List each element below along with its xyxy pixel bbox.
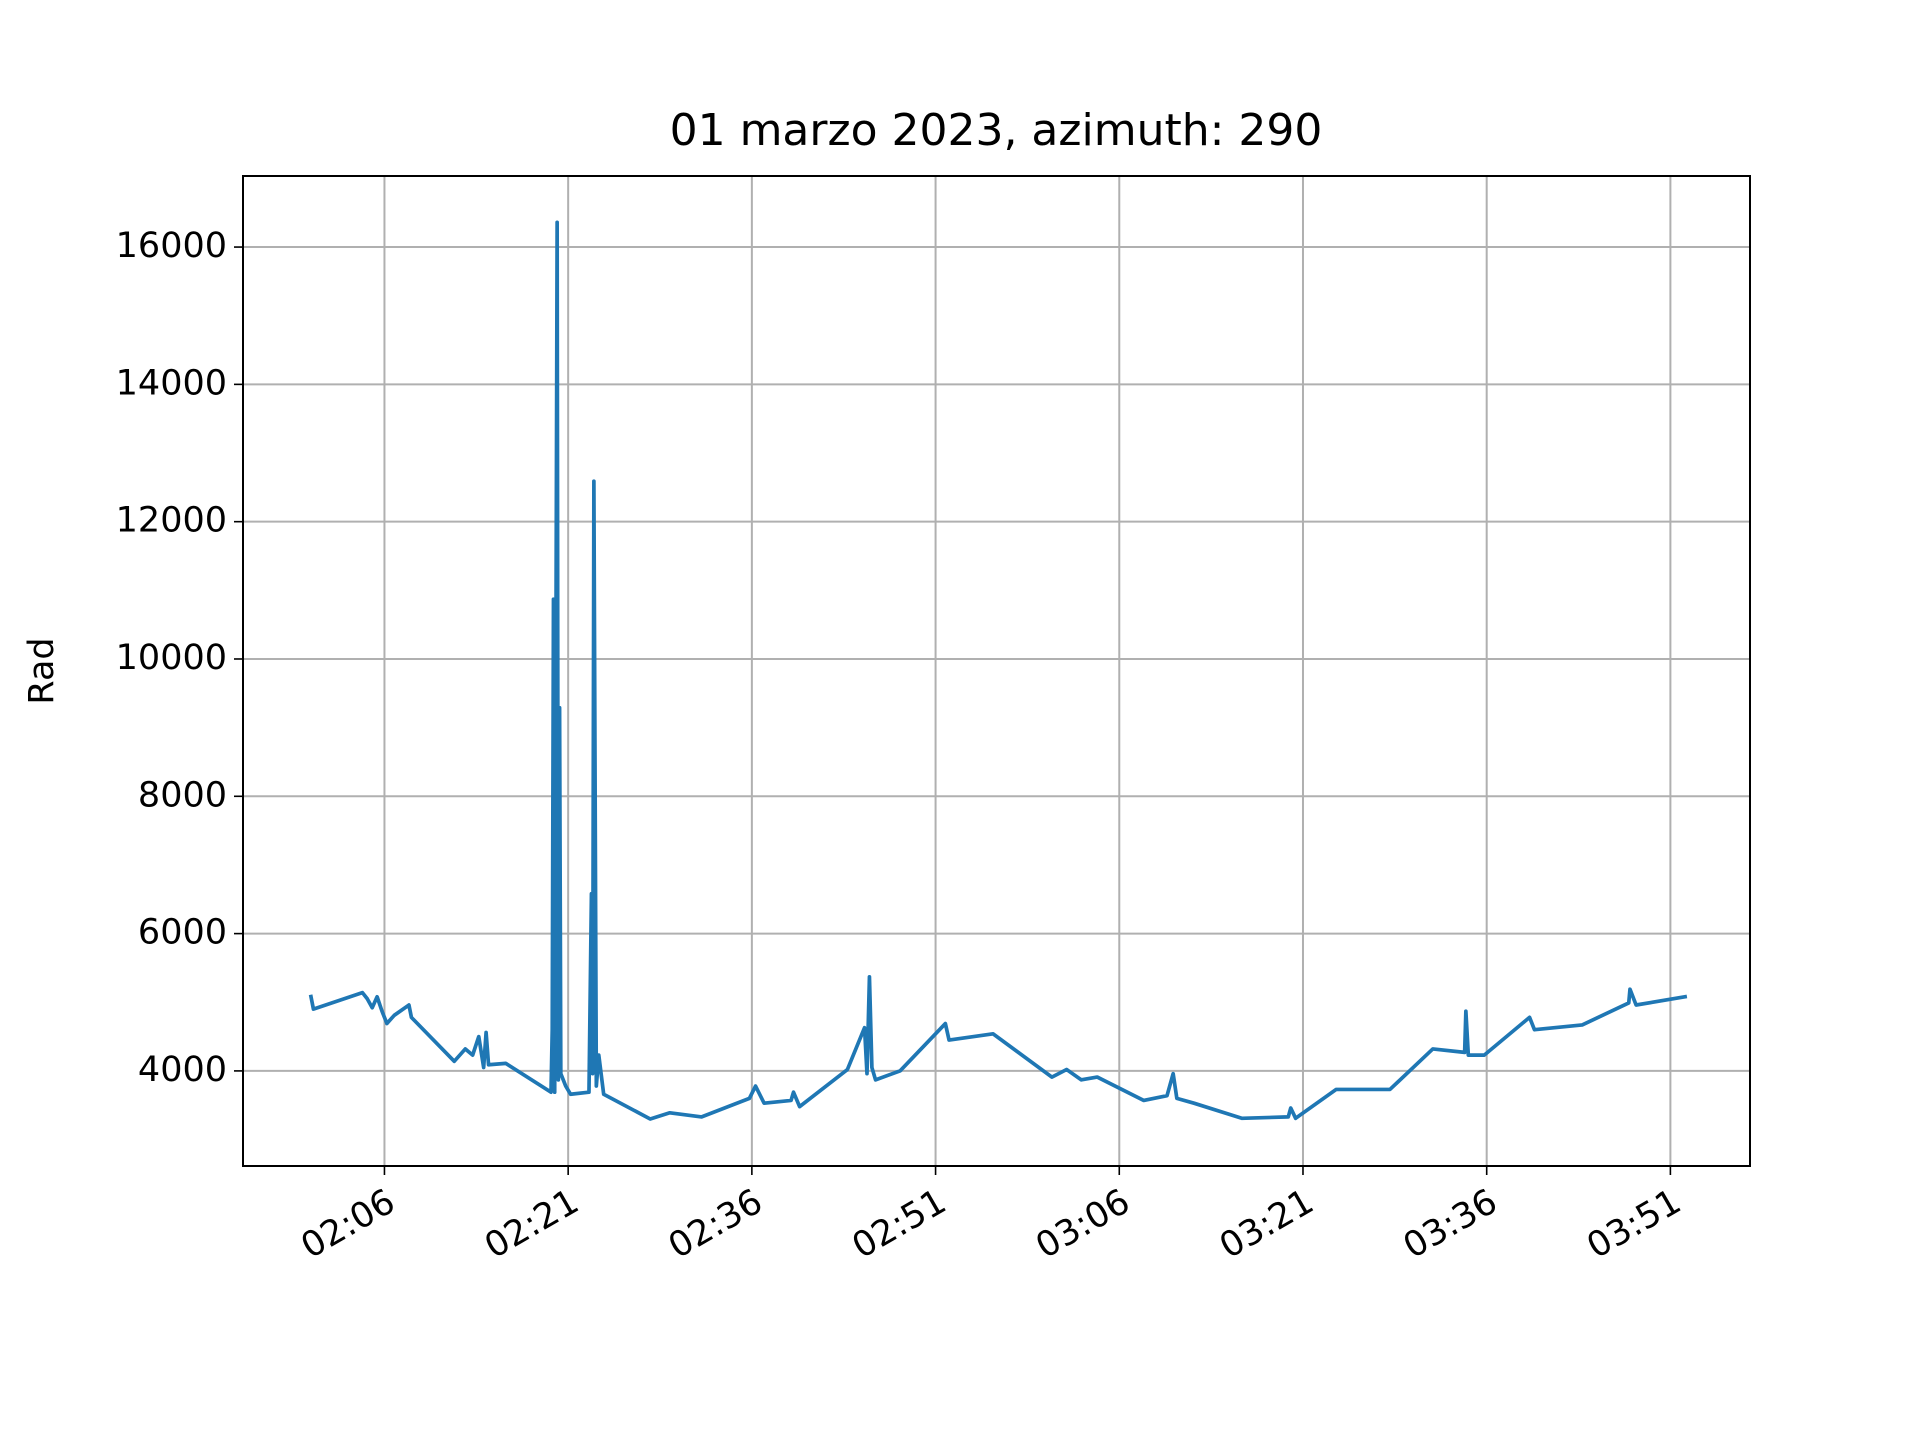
x-tick-label: 02:51	[846, 1182, 953, 1267]
y-tick-label: 10000	[116, 638, 227, 678]
chart-title: 01 marzo 2023, azimuth: 290	[670, 105, 1323, 156]
y-tick-label: 6000	[138, 913, 227, 953]
y-tick-label: 16000	[116, 226, 227, 266]
y-tick-label: 12000	[116, 501, 227, 541]
y-axis-label: Rad	[22, 637, 62, 704]
x-tick-label: 03:36	[1397, 1182, 1504, 1267]
y-tick-label: 14000	[116, 363, 227, 403]
plot-frame	[242, 175, 1751, 1167]
x-tick-label: 02:21	[478, 1182, 585, 1267]
x-tick-label: 02:06	[295, 1182, 402, 1267]
x-tick-label: 03:21	[1213, 1182, 1320, 1267]
x-tick-label: 02:36	[662, 1182, 769, 1267]
data-line	[308, 220, 1688, 1121]
x-tick-label: 03:51	[1581, 1182, 1688, 1267]
y-tick-label: 8000	[138, 775, 227, 815]
y-tick-label: 4000	[138, 1050, 227, 1090]
x-tick-label: 03:06	[1029, 1182, 1136, 1267]
